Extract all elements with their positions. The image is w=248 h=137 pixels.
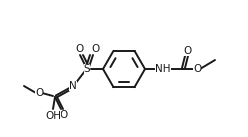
Text: O: O (91, 44, 99, 54)
Text: O: O (60, 110, 68, 120)
Text: O: O (193, 64, 201, 74)
Text: O: O (35, 88, 43, 98)
Text: O: O (183, 46, 191, 56)
Text: N: N (69, 81, 77, 91)
Text: OH: OH (45, 111, 61, 121)
Text: O: O (75, 44, 83, 54)
Text: S: S (84, 64, 90, 74)
Text: NH: NH (155, 64, 171, 74)
